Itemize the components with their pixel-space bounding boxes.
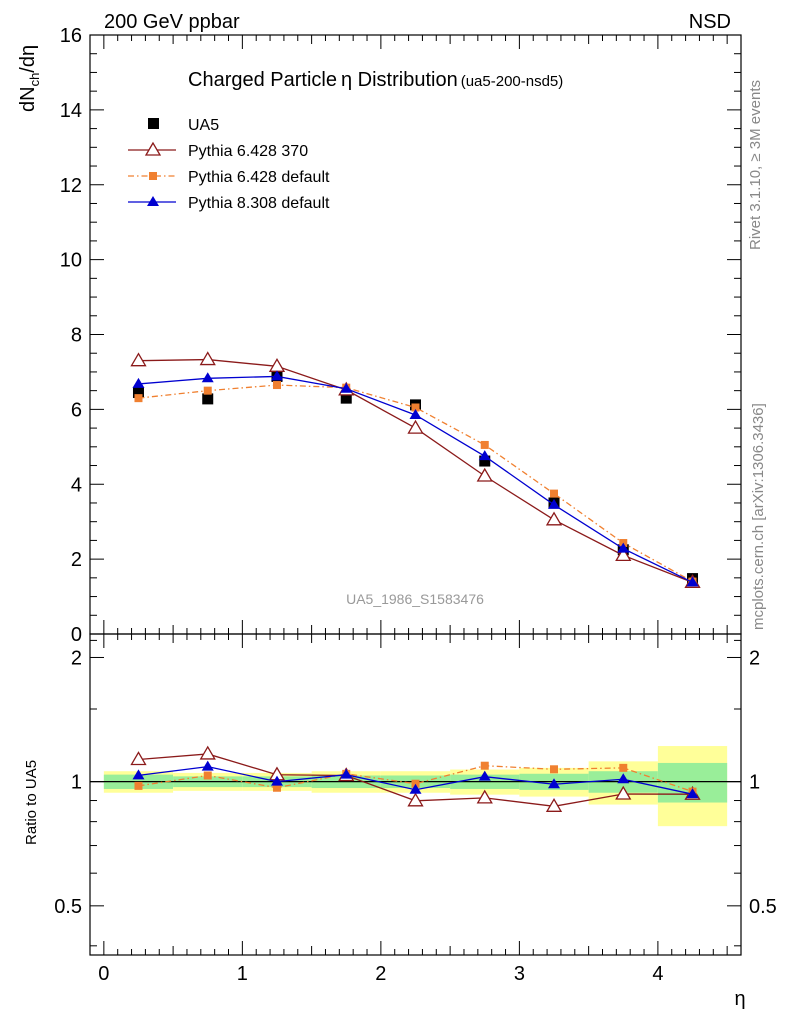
ratio-point-pythia-6-428-370 [545, 798, 563, 812]
y-tick-label: 8 [71, 325, 82, 347]
y-tick-label: 2 [71, 549, 82, 571]
point-pythia-8-308-default [340, 382, 353, 393]
ratio-point-pythia-8-308-default [548, 778, 561, 789]
point-pythia-8-308-default [548, 498, 561, 509]
x-tick-label: 1 [237, 963, 248, 985]
point-pythia-6-428-370 [199, 351, 216, 366]
legend-label-ua5: UA5 [188, 117, 219, 134]
point-pythia-6-428-370 [407, 419, 424, 434]
point-pythia-6-428-default [272, 381, 281, 390]
legend-entry-ua5: UA5 [148, 117, 219, 134]
ratio-point-pythia-8-308-default [340, 768, 353, 779]
ratio-tick-label-left: 1 [71, 772, 82, 794]
axes [89, 34, 742, 956]
ratio-point-pythia-6-428-default [272, 783, 281, 792]
ratio-tick-label-right: 1 [749, 772, 760, 794]
header-right: NSD [689, 11, 731, 33]
y-tick-label: 14 [60, 100, 82, 122]
y-tick-label: 16 [60, 25, 82, 47]
point-pythia-8-308-default [686, 576, 699, 587]
ratio-point-pythia-6-428-default [619, 763, 628, 772]
ratio-point-pythia-8-308-default [270, 775, 283, 786]
point-ua5 [340, 392, 352, 404]
x-axis-label: η [734, 988, 745, 1010]
chart-title: Charged Particle η Distribution (ua5-200-n… [188, 69, 563, 91]
point-pythia-6-428-default [480, 440, 489, 449]
point-pythia-8-308-default [478, 450, 491, 461]
point-ua5 [479, 455, 491, 467]
point-pythia-8-308-default [201, 372, 214, 383]
ratio-point-pythia-6-428-370 [130, 751, 147, 766]
point-pythia-6-428-default [203, 386, 212, 395]
ratio-tick-label-left: 2 [71, 647, 82, 669]
ratio-frame [89, 633, 742, 956]
ratio-point-pythia-6-428-default [134, 781, 143, 790]
ratio-tick-label-left: 0.5 [54, 896, 82, 918]
x-tick-label: 3 [514, 963, 525, 985]
legend-label-pythia8-default: Pythia 8.308 default [188, 195, 330, 212]
y-tick-label: 0 [71, 624, 82, 646]
legend-marker-pythia6-370 [144, 141, 162, 156]
ratio-point-pythia-6-428-default [480, 761, 489, 770]
ratio-y-axis-label: Ratio to UA5 [23, 760, 40, 845]
watermark: UA5_1986_S1583476 [346, 591, 484, 607]
point-pythia-6-428-default [134, 394, 143, 403]
legend-label-pythia6-370: Pythia 6.428 370 [188, 143, 308, 160]
ratio-point-pythia-6-428-default [411, 779, 420, 788]
legend-marker-pythia6-default [149, 172, 157, 180]
x-tick-label: 2 [375, 963, 386, 985]
ratio-point-pythia-8-308-default [478, 770, 491, 781]
legend-label-pythia6-default: Pythia 6.428 default [188, 169, 330, 186]
point-pythia-6-428-370 [130, 352, 147, 367]
y-tick-label: 6 [71, 399, 82, 421]
legend-entry-pythia8-default: Pythia 8.308 default [128, 195, 330, 212]
y-tick-label: 4 [71, 474, 82, 496]
ratio-point-pythia-6-428-default [203, 771, 212, 780]
legend-marker-pythia8-default [147, 196, 159, 206]
point-pythia-8-308-default [132, 377, 145, 388]
point-pythia-6-428-370 [615, 547, 632, 562]
side-text-top: Rivet 3.1.10, ≥ 3M events [747, 80, 764, 250]
point-pythia-6-428-370 [545, 511, 563, 526]
ratio-point-pythia-8-308-default [686, 788, 699, 799]
point-ua5 [202, 393, 214, 405]
ratio-line-pythia-6-428-default [138, 765, 693, 793]
ratio-tick-label-right: 0.5 [749, 896, 777, 918]
legend-entry-pythia6-370: Pythia 6.428 370 [128, 141, 308, 160]
y-axis-label: dNch/dη [17, 45, 42, 112]
y-tick-label: 10 [60, 250, 82, 272]
ratio-point-pythia-8-308-default [132, 769, 145, 780]
legend: UA5 Pythia 6.428 370 Pythia 6.428 defaul… [128, 117, 330, 212]
ratio-point-pythia-8-308-default [201, 760, 214, 771]
point-pythia-8-308-default [617, 542, 630, 553]
ratio-point-pythia-6-428-default [550, 765, 559, 774]
ratio-point-pythia-8-308-default [409, 783, 422, 794]
side-text-bottom: mcplots.cern.ch [arXiv:1306.3436] [750, 403, 767, 630]
legend-marker-ua5 [148, 118, 159, 129]
point-pythia-6-428-370 [476, 467, 493, 482]
x-tick-label: 0 [98, 963, 109, 985]
point-ua5 [132, 387, 144, 399]
ratio-series-lines [130, 745, 701, 812]
y-tick-label: 12 [60, 175, 82, 197]
ratio-point-pythia-6-428-370 [476, 789, 493, 804]
x-tick-label: 4 [652, 963, 663, 985]
ratio-point-pythia-6-428-370 [407, 792, 424, 807]
ratio-tick-label-right: 2 [749, 647, 760, 669]
point-pythia-8-308-default [409, 408, 422, 419]
main-series-lines [130, 351, 701, 588]
point-pythia-6-428-default [411, 403, 420, 412]
legend-entry-pythia6-default: Pythia 6.428 default [128, 169, 330, 186]
point-pythia-8-308-default [270, 370, 283, 381]
header-left: 200 GeV ppbar [104, 11, 240, 33]
point-pythia-6-428-default [550, 489, 559, 498]
ratio-point-pythia-6-428-370 [199, 745, 216, 760]
series-line-pythia-6-428-370 [138, 358, 693, 583]
ratio-point-pythia-6-428-370 [615, 785, 632, 800]
ratio-point-pythia-8-308-default [617, 773, 630, 784]
